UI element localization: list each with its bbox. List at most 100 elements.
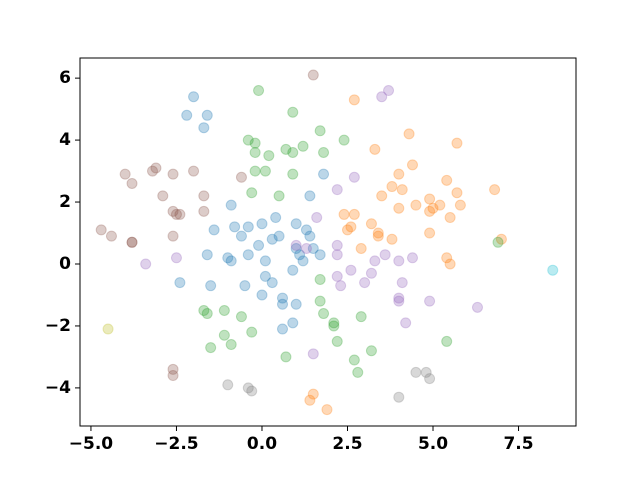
point xyxy=(471,301,483,313)
point xyxy=(167,363,179,375)
point xyxy=(352,366,364,378)
point xyxy=(287,168,299,180)
point xyxy=(253,239,265,251)
point xyxy=(287,317,299,329)
point xyxy=(174,208,186,220)
x-tick-label: 5.0 xyxy=(418,434,448,454)
point xyxy=(424,193,436,205)
point xyxy=(372,227,384,239)
point xyxy=(383,85,395,97)
point xyxy=(225,199,237,211)
point xyxy=(205,342,217,354)
point xyxy=(102,323,114,335)
point xyxy=(300,243,312,255)
point xyxy=(174,277,186,289)
point xyxy=(218,304,230,316)
point xyxy=(441,174,453,186)
point xyxy=(451,187,463,199)
point xyxy=(331,270,343,282)
point xyxy=(126,177,138,189)
point xyxy=(355,243,367,255)
point xyxy=(444,212,456,224)
point xyxy=(246,187,258,199)
point xyxy=(318,308,330,320)
point xyxy=(359,277,371,289)
point xyxy=(427,202,439,214)
point xyxy=(393,255,405,267)
point xyxy=(242,134,254,146)
point xyxy=(167,205,179,217)
point xyxy=(318,168,330,180)
point xyxy=(287,264,299,276)
point xyxy=(273,190,285,202)
point xyxy=(198,304,210,316)
x-tick-label: −5.0 xyxy=(69,434,114,454)
point xyxy=(492,236,504,248)
point xyxy=(400,317,412,329)
point xyxy=(410,366,422,378)
point xyxy=(198,122,210,134)
point xyxy=(376,190,388,202)
point xyxy=(277,323,289,335)
y-tick-label: 4 xyxy=(59,130,71,150)
point xyxy=(126,236,138,248)
point xyxy=(198,190,210,202)
point xyxy=(424,295,436,307)
point xyxy=(331,249,343,261)
point xyxy=(188,165,200,177)
point xyxy=(225,339,237,351)
point xyxy=(328,320,340,332)
point xyxy=(348,171,360,183)
point xyxy=(205,280,217,292)
point xyxy=(311,212,323,224)
point xyxy=(307,388,319,400)
point xyxy=(188,91,200,103)
point xyxy=(307,243,319,255)
point xyxy=(304,190,316,202)
point xyxy=(314,295,326,307)
point xyxy=(95,224,107,236)
point xyxy=(249,137,261,149)
point xyxy=(424,205,436,217)
point xyxy=(235,311,247,323)
point xyxy=(280,351,292,363)
point xyxy=(246,385,258,397)
point xyxy=(147,165,159,177)
point xyxy=(181,109,193,121)
x-tick-label: 7.5 xyxy=(503,434,533,454)
point xyxy=(105,230,117,242)
point xyxy=(307,348,319,360)
point xyxy=(201,109,213,121)
point xyxy=(393,391,405,403)
point xyxy=(441,335,453,347)
point xyxy=(290,243,302,255)
point xyxy=(246,326,258,338)
point xyxy=(222,379,234,391)
point xyxy=(451,137,463,149)
point xyxy=(434,199,446,211)
point xyxy=(331,335,343,347)
point xyxy=(454,199,466,211)
point xyxy=(150,162,162,174)
x-tick-label: 2.5 xyxy=(332,434,362,454)
point xyxy=(198,205,210,217)
point xyxy=(277,292,289,304)
point xyxy=(345,264,357,276)
point xyxy=(331,239,343,251)
point xyxy=(348,208,360,220)
point xyxy=(273,230,285,242)
point xyxy=(297,255,309,267)
point xyxy=(318,146,330,158)
point xyxy=(495,233,507,245)
point xyxy=(287,146,299,158)
point xyxy=(222,252,234,264)
point xyxy=(242,221,254,233)
point xyxy=(365,218,377,230)
y-tick-label: 0 xyxy=(59,254,71,274)
point xyxy=(242,382,254,394)
point xyxy=(119,168,131,180)
y-tick-label: −2 xyxy=(45,316,71,336)
point xyxy=(126,236,138,248)
point xyxy=(259,270,271,282)
